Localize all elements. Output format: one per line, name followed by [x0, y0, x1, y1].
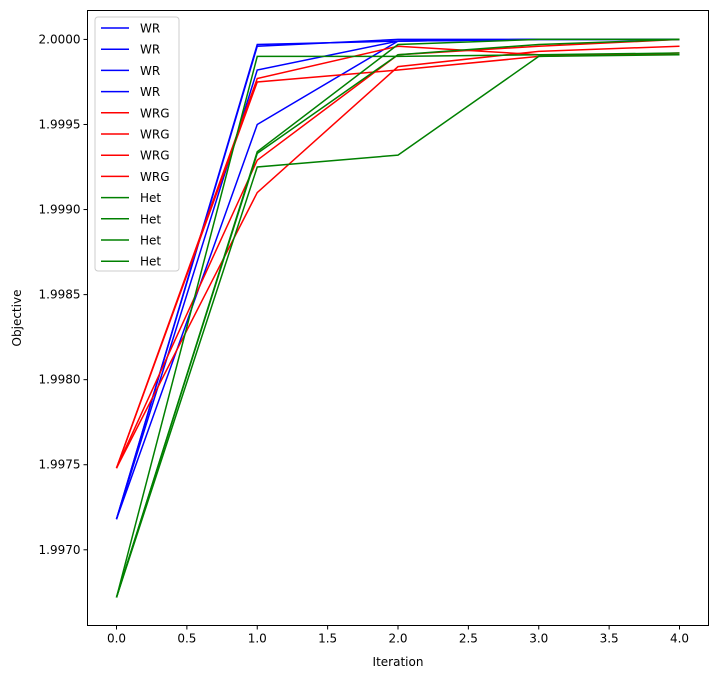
legend-label: WR: [140, 22, 160, 36]
series-line-wr-1: [115, 38, 680, 520]
series-line-wr-0: [115, 38, 680, 520]
legend-entry: WRG: [101, 128, 170, 142]
y-axis-ticks: 1.9970 1.9975 1.9980 1.9985 1.9990 1.9995 2.00…: [39, 32, 88, 557]
x-tick-label: 2.0: [388, 632, 407, 646]
legend-label: Het: [140, 191, 161, 205]
legend-entry: WRG: [101, 149, 170, 163]
x-tick-label: 2.5: [459, 632, 478, 646]
legend-entry: Het: [101, 212, 161, 226]
y-tick-label: 1.9985: [39, 288, 81, 302]
x-tick-label: 4.0: [670, 632, 689, 646]
legend-label: Het: [140, 212, 161, 226]
legend: WR WR WR WR WRG WRG WRG WRG Het Het Het Het: [94, 16, 180, 272]
legend-label: WRG: [140, 106, 170, 120]
y-tick-label: 1.9970: [39, 543, 81, 557]
series-line-het-11: [115, 53, 680, 598]
y-axis-label: Objective: [10, 290, 24, 347]
y-tick-label: 1.9980: [39, 373, 81, 387]
x-tick-label: 3.5: [600, 632, 619, 646]
x-axis-label: Iteration: [373, 655, 424, 669]
x-tick-label: 3.0: [529, 632, 548, 646]
series-line-wr-2: [115, 38, 680, 520]
series-line-wrg-4: [115, 45, 680, 469]
y-tick-label: 1.9975: [39, 458, 81, 472]
legend-label: WR: [140, 64, 160, 78]
y-tick-label: 1.9995: [39, 117, 81, 131]
legend-entry: Het: [101, 255, 161, 269]
legend-entry: WR: [101, 22, 160, 36]
legend-label: WRG: [140, 128, 170, 142]
x-axis-ticks: 0.0 0.5 1.0 1.5 2.0 2.5 3.0 3.5 4.0: [107, 625, 689, 646]
x-tick-label: 0.0: [107, 632, 126, 646]
x-tick-label: 1.5: [318, 632, 337, 646]
legend-entry: WR: [101, 43, 160, 57]
legend-entry: WR: [101, 64, 160, 78]
x-tick-label: 0.5: [177, 632, 196, 646]
legend-label: WR: [140, 85, 160, 99]
series-line-wr-3: [115, 38, 680, 520]
series-line-het-10: [115, 38, 680, 598]
legend-entry: WRG: [101, 170, 170, 184]
series-line-wrg-7: [115, 45, 680, 469]
x-tick-label: 1.0: [248, 632, 267, 646]
plot-frame: [87, 10, 709, 626]
legend-label: WRG: [140, 170, 170, 184]
series-line-het-9: [115, 38, 680, 598]
legend-entry: WR: [101, 85, 160, 99]
legend-label: Het: [140, 234, 161, 248]
legend-label: WR: [140, 43, 160, 57]
legend-entry: Het: [101, 191, 161, 205]
legend-entry: WRG: [101, 106, 170, 120]
legend-entry: Het: [101, 234, 161, 248]
legend-label: WRG: [140, 149, 170, 163]
series-line-wrg-5: [115, 52, 680, 469]
series-line-het-8: [115, 52, 680, 598]
legend-label: Het: [140, 255, 161, 269]
y-tick-label: 2.0000: [39, 32, 81, 46]
legend-box: [94, 16, 180, 272]
series-line-wrg-6: [115, 38, 680, 469]
y-tick-label: 1.9990: [39, 203, 81, 217]
series-lines: [115, 38, 680, 598]
